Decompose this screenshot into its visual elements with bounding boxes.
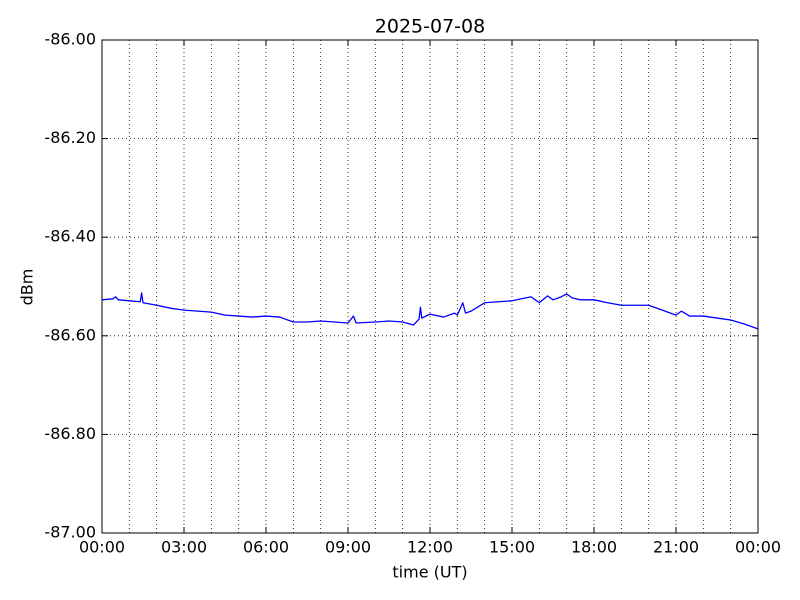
chart-title: 2025-07-08 — [375, 16, 485, 38]
x-tick-label: 15:00 — [489, 538, 535, 557]
y-axis-label: dBm — [18, 269, 37, 306]
y-tick-label: -87.00 — [44, 523, 96, 542]
y-tick-label: -86.80 — [44, 424, 96, 443]
x-tick-label: 03:00 — [161, 538, 207, 557]
x-tick-label: 06:00 — [243, 538, 289, 557]
x-tick-label: 00:00 — [79, 538, 125, 557]
data-line — [101, 292, 759, 330]
x-axis-label: time (UT) — [392, 563, 467, 582]
y-tick-label: -86.00 — [44, 30, 96, 49]
x-tick-label: 12:00 — [407, 538, 453, 557]
y-tick-label: -86.60 — [44, 325, 96, 344]
plot-frame — [101, 39, 759, 534]
x-tick-label: 18:00 — [571, 538, 617, 557]
x-tick-label: 00:00 — [735, 538, 781, 557]
y-tick-label: -86.20 — [44, 128, 96, 147]
y-tick-label: -86.40 — [44, 227, 96, 246]
x-tick-label: 09:00 — [325, 538, 371, 557]
x-tick-label: 21:00 — [653, 538, 699, 557]
